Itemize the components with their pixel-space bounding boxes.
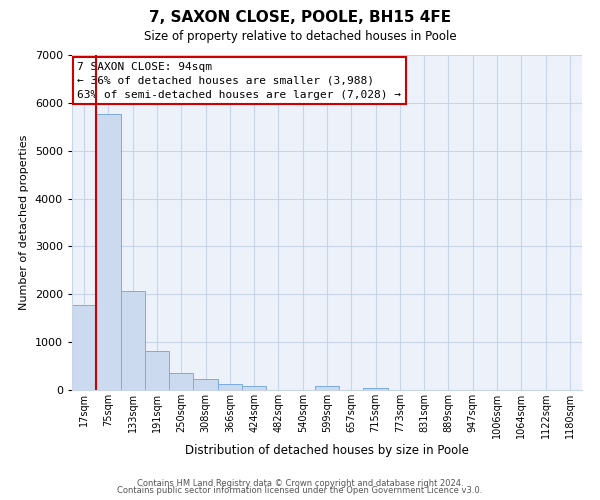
Text: 7, SAXON CLOSE, POOLE, BH15 4FE: 7, SAXON CLOSE, POOLE, BH15 4FE	[149, 10, 451, 25]
Bar	[218, 384, 242, 390]
Bar	[193, 378, 218, 390]
Text: 7 SAXON CLOSE: 94sqm
← 36% of detached houses are smaller (3,988)
63% of semi-de: 7 SAXON CLOSE: 94sqm ← 36% of detached h…	[77, 62, 401, 100]
Bar	[145, 351, 169, 390]
X-axis label: Distribution of detached houses by size in Poole: Distribution of detached houses by size …	[185, 444, 469, 457]
Bar	[169, 372, 193, 390]
Bar	[242, 386, 266, 390]
Bar	[364, 388, 388, 390]
Text: Contains HM Land Registry data © Crown copyright and database right 2024.: Contains HM Land Registry data © Crown c…	[137, 478, 463, 488]
Text: Contains public sector information licensed under the Open Government Licence v3: Contains public sector information licen…	[118, 486, 482, 495]
Y-axis label: Number of detached properties: Number of detached properties	[19, 135, 29, 310]
Bar	[315, 386, 339, 390]
Bar	[96, 114, 121, 390]
Bar	[72, 305, 96, 390]
Text: Size of property relative to detached houses in Poole: Size of property relative to detached ho…	[143, 30, 457, 43]
Bar	[121, 292, 145, 390]
